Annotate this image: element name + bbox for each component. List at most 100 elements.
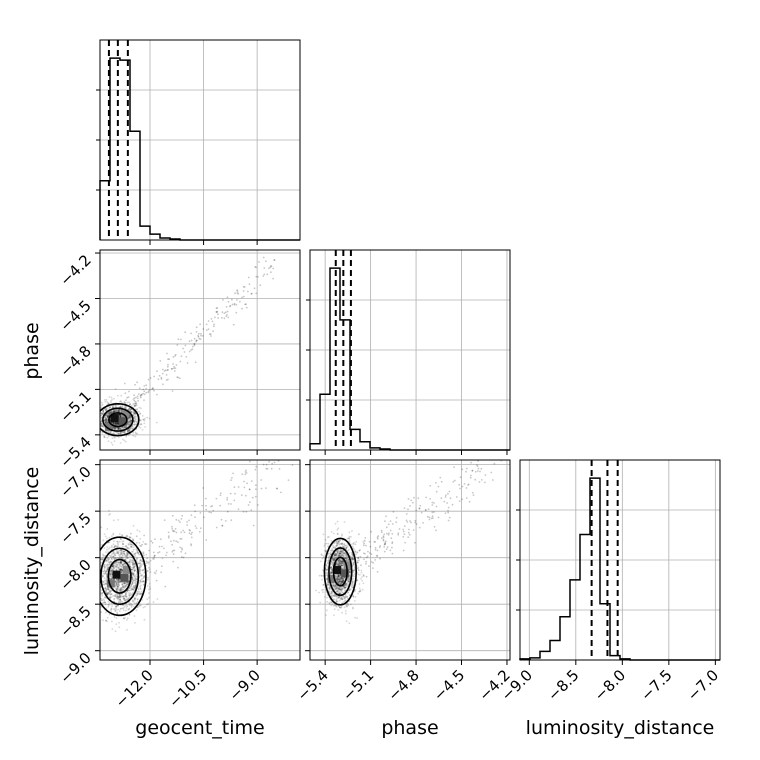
sample-point (339, 579, 342, 581)
sample-point (117, 597, 120, 600)
sample-point (110, 592, 113, 595)
sample-point (96, 441, 98, 443)
tail-point (135, 404, 138, 407)
sample-point (120, 594, 122, 596)
sample-point (344, 586, 346, 589)
sample-point (345, 612, 347, 615)
sample-point (110, 401, 112, 404)
tail-point (156, 370, 158, 373)
sample-point (347, 591, 350, 594)
sample-point (118, 409, 120, 412)
tail-point (128, 428, 131, 430)
sample-point (329, 566, 332, 569)
sample-point (341, 581, 344, 584)
sample-point (139, 566, 141, 569)
tail-point (143, 393, 146, 396)
sample-point (124, 545, 127, 548)
sample-point (347, 591, 349, 594)
sample-point (97, 590, 99, 592)
sample-point (330, 571, 333, 573)
tail-point (153, 571, 156, 574)
tail-point (128, 390, 130, 393)
sample-point (337, 551, 339, 554)
sample-point (121, 582, 124, 585)
sample-point (131, 563, 134, 566)
tail-point (193, 337, 196, 340)
sample-point (351, 553, 353, 555)
sample-point (119, 537, 122, 540)
tail-point (242, 290, 245, 292)
sample-point (331, 569, 333, 571)
sample-point (110, 555, 113, 557)
sample-point (351, 555, 354, 558)
tail-point (241, 307, 243, 310)
sample-point (109, 406, 112, 409)
sample-point (350, 585, 353, 588)
tail-point (268, 267, 270, 270)
sample-point (337, 581, 340, 584)
sample-point (82, 597, 84, 599)
sample-point (129, 415, 132, 418)
sample-point (117, 580, 120, 582)
sample-point (119, 426, 122, 429)
sample-point (349, 556, 352, 558)
tail-point (225, 311, 227, 314)
sample-point (341, 587, 344, 590)
sample-point (336, 533, 339, 536)
sample-point (348, 622, 351, 625)
sample-point (330, 566, 332, 568)
sample-point (122, 563, 125, 566)
tail-point (227, 316, 230, 319)
sample-point (105, 409, 108, 412)
sample-point (117, 601, 120, 604)
sample-point (101, 594, 104, 597)
density-cell (106, 579, 115, 588)
sample-point (133, 605, 135, 608)
sample-point (104, 586, 107, 589)
sample-point (338, 558, 340, 561)
sample-point (322, 584, 325, 586)
sample-point (326, 600, 329, 603)
sample-point (329, 570, 332, 573)
sample-point (340, 582, 343, 585)
sample-point (142, 580, 145, 583)
sample-point (339, 592, 341, 595)
sample-point (130, 427, 132, 429)
sample-point (107, 440, 110, 443)
sample-point (116, 422, 118, 425)
sample-point (351, 553, 354, 555)
sample-point (325, 542, 328, 545)
sample-point (130, 543, 133, 546)
sample-point (130, 568, 133, 571)
sample-point (340, 553, 343, 556)
sample-point (135, 402, 138, 405)
tail-point (280, 491, 282, 494)
sample-point (339, 562, 341, 564)
sample-point (105, 414, 107, 416)
sample-point (115, 587, 117, 590)
sample-point (141, 577, 144, 580)
contour-1 (107, 558, 132, 594)
sample-point (129, 543, 131, 545)
sample-point (115, 549, 118, 552)
sample-point (337, 559, 340, 562)
sample-point (101, 574, 104, 577)
tail-point (118, 409, 121, 412)
sample-point (336, 561, 339, 564)
sample-point (138, 425, 141, 428)
tail-point (161, 545, 163, 548)
sample-point (123, 599, 126, 602)
sample-point (361, 576, 363, 578)
sample-point (124, 593, 127, 596)
tail-point (230, 503, 232, 505)
sample-point (138, 605, 140, 607)
sample-point (104, 566, 106, 569)
sample-point (94, 422, 96, 424)
sample-point (82, 540, 84, 542)
sample-point (142, 551, 145, 553)
sample-point (120, 406, 122, 408)
sample-point (128, 587, 131, 589)
density-cell (121, 409, 130, 418)
tail-point (235, 304, 238, 306)
sample-point (115, 566, 118, 568)
